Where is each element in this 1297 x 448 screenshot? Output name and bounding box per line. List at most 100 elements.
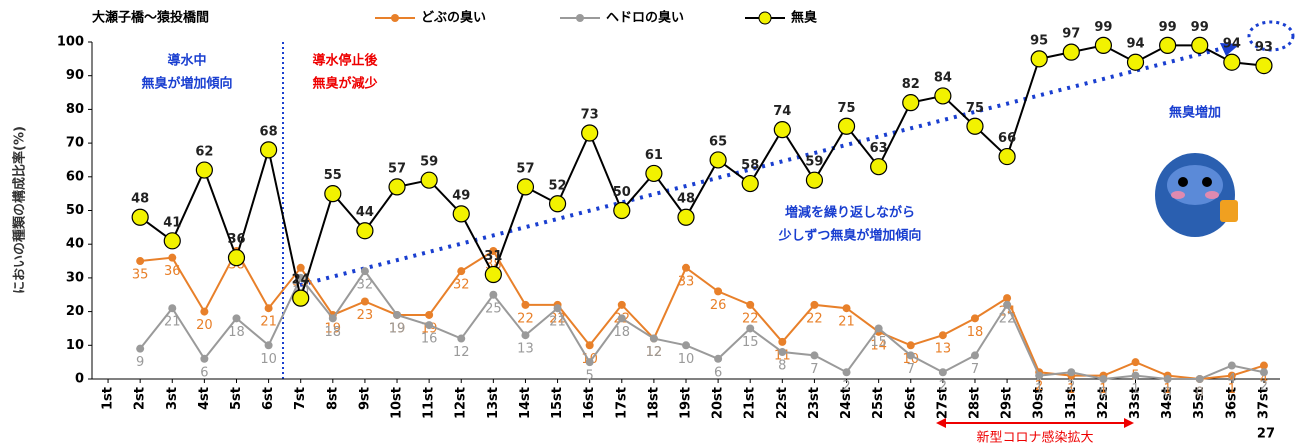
marker: [420, 171, 438, 189]
marker: [938, 368, 947, 377]
data-label: 9: [136, 355, 144, 370]
marker: [296, 273, 305, 282]
data-label: 16: [421, 332, 438, 347]
x-tick-label: 4st: [197, 387, 212, 410]
marker: [131, 208, 149, 226]
marker: [136, 257, 145, 266]
marker: [773, 121, 791, 139]
marker: [292, 289, 310, 307]
x-tick-label: 29st: [1000, 387, 1015, 419]
data-label: 99: [1094, 20, 1112, 35]
marker: [906, 351, 915, 360]
chart-title: 大瀬子橋～猿投橋間: [92, 10, 209, 26]
x-tick-label: 32st: [1096, 387, 1111, 419]
marker: [1003, 300, 1012, 309]
data-label: 22: [999, 311, 1016, 326]
data-label: 15: [742, 335, 759, 350]
marker: [1126, 53, 1145, 71]
marker: [1094, 36, 1113, 54]
data-label: 36: [227, 232, 245, 247]
x-tick-label: 37st: [1256, 387, 1271, 419]
data-label: 12: [646, 345, 663, 360]
marker: [1191, 36, 1209, 54]
marker: [682, 263, 690, 272]
data-label: 22: [517, 311, 534, 326]
data-label: 14: [870, 338, 887, 353]
annotation: 少しずつ無臭が増加傾向: [778, 228, 922, 244]
data-label: 61: [645, 148, 663, 163]
marker: [356, 222, 374, 240]
data-label: 1: [1099, 382, 1107, 397]
data-label: 48: [131, 192, 149, 207]
data-label: 4: [1260, 372, 1268, 387]
data-label: 2: [1260, 379, 1268, 394]
annotation: 新型コロナ感染拡大: [976, 430, 1093, 446]
y-tick-label: 80: [66, 102, 84, 117]
data-label: 59: [805, 155, 823, 170]
data-label: 32: [453, 278, 470, 293]
marker: [585, 358, 594, 367]
marker: [613, 201, 631, 220]
marker: [360, 297, 369, 306]
data-label: 95: [1030, 33, 1048, 48]
legend-label: 無臭: [791, 10, 817, 26]
data-label: 15: [870, 335, 887, 350]
x-tick-label: 19st: [679, 387, 694, 419]
x-tick-label: 30st: [1032, 387, 1047, 419]
marker: [746, 300, 755, 309]
data-label: 57: [516, 161, 534, 176]
data-label: 18: [614, 325, 631, 340]
data-label: 84: [934, 70, 952, 85]
marker: [998, 147, 1016, 166]
data-label: 2: [939, 379, 947, 394]
marker: [805, 171, 824, 189]
data-label: 19: [325, 321, 342, 336]
marker: [1131, 358, 1140, 367]
data-label: 1: [1067, 382, 1075, 397]
marker: [778, 337, 787, 346]
marker: [521, 331, 530, 340]
data-label: 75: [837, 101, 855, 116]
data-label: 68: [260, 124, 278, 139]
marker: [227, 249, 246, 267]
data-label: 52: [549, 178, 567, 193]
y-tick-label: 10: [66, 338, 84, 353]
data-label: 4: [1228, 372, 1236, 387]
data-label: 21: [260, 315, 277, 330]
marker: [1099, 375, 1108, 383]
data-label: 25: [485, 301, 502, 316]
arrow-head: [1124, 418, 1134, 428]
marker: [617, 300, 626, 309]
data-label: 66: [998, 131, 1016, 146]
data-label: 63: [870, 141, 888, 156]
marker: [810, 351, 819, 360]
data-label: 59: [420, 155, 438, 170]
x-tick-label: 21st: [743, 387, 758, 419]
marker: [489, 246, 498, 255]
data-label: 49: [452, 188, 470, 203]
data-label: 0: [1196, 386, 1204, 401]
x-tick-label: 6st: [261, 387, 276, 410]
data-label: 1: [1035, 382, 1043, 397]
marker: [360, 267, 369, 276]
data-label: 73: [581, 107, 599, 122]
marker: [452, 205, 470, 223]
x-tick-label: 5st: [229, 387, 244, 410]
data-label: 94: [1126, 37, 1144, 52]
data-label: 13: [935, 342, 952, 357]
marker: [328, 314, 337, 323]
x-tick-label: 2st: [133, 387, 148, 410]
data-label: 7: [907, 362, 915, 377]
x-tick-label: 12st: [454, 387, 469, 419]
marker: [200, 354, 209, 363]
marker: [906, 341, 915, 350]
annotation: 無臭が減少: [312, 76, 377, 92]
data-label: 36: [164, 264, 181, 279]
marker: [1255, 56, 1273, 75]
x-tick-label: 18st: [646, 387, 661, 419]
marker: [902, 94, 920, 112]
data-label: 31: [484, 249, 502, 264]
marker: [136, 344, 145, 353]
marker: [1227, 371, 1236, 380]
data-label: 0: [1099, 386, 1107, 401]
